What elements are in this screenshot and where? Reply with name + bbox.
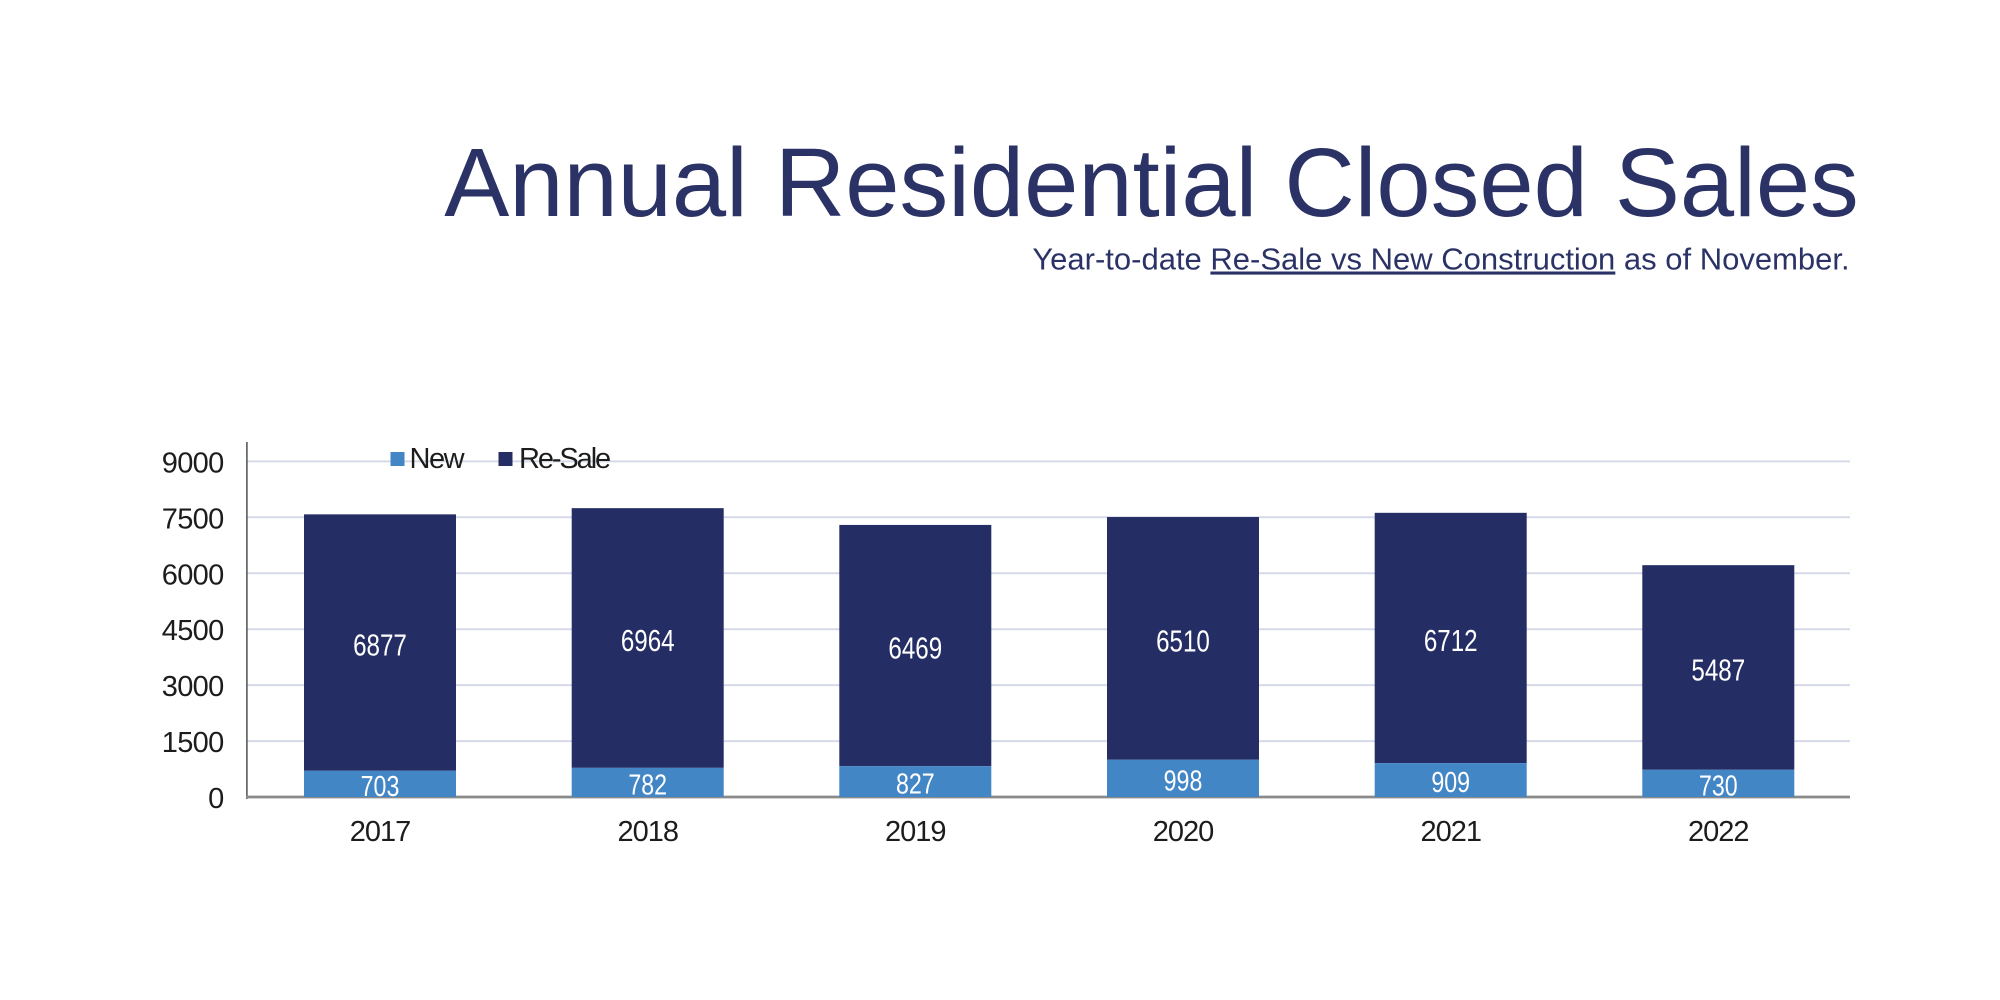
svg-text:782: 782 bbox=[628, 768, 667, 801]
svg-text:4500: 4500 bbox=[162, 615, 224, 647]
svg-text:Annual Residential Closed Sale: Annual Residential Closed Sales bbox=[444, 128, 1859, 237]
svg-text:0: 0 bbox=[208, 783, 223, 815]
svg-text:3000: 3000 bbox=[162, 671, 224, 703]
svg-text:2019: 2019 bbox=[885, 816, 946, 848]
svg-text:2018: 2018 bbox=[617, 816, 678, 848]
svg-text:2017: 2017 bbox=[350, 816, 411, 848]
svg-text:6877: 6877 bbox=[353, 628, 407, 663]
svg-text:827: 827 bbox=[896, 767, 935, 800]
svg-text:6712: 6712 bbox=[1424, 623, 1478, 658]
svg-text:New: New bbox=[410, 443, 466, 475]
svg-text:909: 909 bbox=[1431, 766, 1470, 799]
svg-text:6964: 6964 bbox=[621, 623, 675, 658]
svg-text:2022: 2022 bbox=[1688, 816, 1749, 848]
svg-text:Re-Sale: Re-Sale bbox=[519, 443, 610, 475]
svg-text:Year-to-date Re-Sale vs New Co: Year-to-date Re-Sale vs New Construction… bbox=[1032, 242, 1849, 277]
svg-text:9000: 9000 bbox=[162, 447, 224, 479]
svg-text:6000: 6000 bbox=[162, 559, 224, 591]
svg-text:6469: 6469 bbox=[888, 631, 942, 666]
svg-text:998: 998 bbox=[1164, 764, 1203, 797]
svg-text:6510: 6510 bbox=[1156, 624, 1210, 659]
svg-text:5487: 5487 bbox=[1691, 653, 1745, 688]
svg-text:730: 730 bbox=[1699, 769, 1738, 802]
svg-text:7500: 7500 bbox=[162, 503, 224, 535]
svg-text:703: 703 bbox=[361, 769, 400, 802]
svg-text:1500: 1500 bbox=[162, 727, 224, 759]
svg-text:2021: 2021 bbox=[1420, 816, 1481, 848]
svg-text:2020: 2020 bbox=[1153, 816, 1214, 848]
